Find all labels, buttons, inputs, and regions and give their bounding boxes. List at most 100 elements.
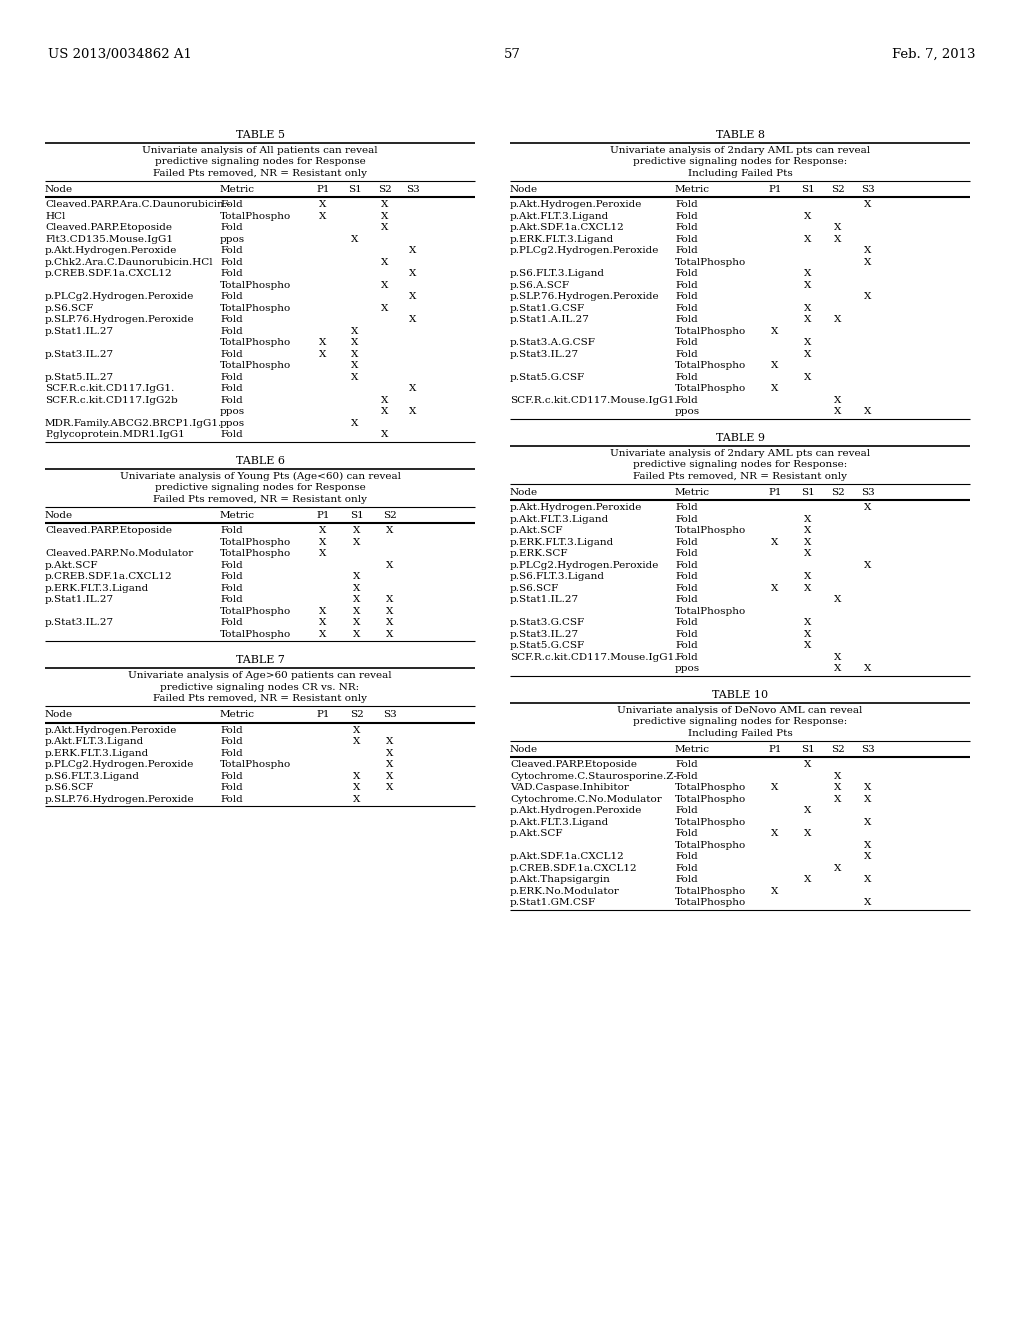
Text: X: X (804, 350, 812, 359)
Text: Metric: Metric (220, 710, 255, 719)
Text: X: X (835, 595, 842, 605)
Text: TABLE 9: TABLE 9 (716, 433, 765, 444)
Text: p.ERK.FLT.3.Ligand: p.ERK.FLT.3.Ligand (510, 235, 614, 244)
Text: X: X (835, 223, 842, 232)
Text: X: X (351, 235, 358, 244)
Text: Metric: Metric (675, 744, 710, 754)
Text: X: X (771, 783, 778, 792)
Text: Fold: Fold (220, 223, 243, 232)
Text: Fold: Fold (675, 863, 697, 873)
Text: TABLE 6: TABLE 6 (236, 455, 285, 466)
Text: VAD.Caspase.Inhibitor: VAD.Caspase.Inhibitor (510, 783, 629, 792)
Text: X: X (804, 235, 812, 244)
Text: X: X (386, 607, 393, 616)
Text: X: X (351, 350, 358, 359)
Text: TotalPhospho: TotalPhospho (675, 607, 746, 616)
Text: X: X (353, 618, 360, 627)
Text: Including Failed Pts: Including Failed Pts (688, 169, 793, 178)
Text: X: X (804, 583, 812, 593)
Text: p.Akt.FLT.3.Ligand: p.Akt.FLT.3.Ligand (45, 738, 144, 746)
Text: predictive signaling nodes for Response: predictive signaling nodes for Response (155, 157, 366, 166)
Text: X: X (835, 235, 842, 244)
Text: X: X (804, 807, 812, 816)
Text: S2: S2 (350, 710, 364, 719)
Text: p.Stat3.G.CSF: p.Stat3.G.CSF (510, 618, 585, 627)
Text: Fold: Fold (675, 281, 697, 290)
Text: p.Stat5.IL.27: p.Stat5.IL.27 (45, 374, 114, 381)
Text: TotalPhospho: TotalPhospho (675, 257, 746, 267)
Text: Metric: Metric (220, 511, 255, 520)
Text: p.S6.A.SCF: p.S6.A.SCF (510, 281, 570, 290)
Text: Fold: Fold (220, 738, 243, 746)
Text: X: X (353, 595, 360, 605)
Text: Fold: Fold (220, 783, 243, 792)
Text: X: X (353, 537, 360, 546)
Text: X: X (771, 362, 778, 371)
Text: TotalPhospho: TotalPhospho (675, 362, 746, 371)
Text: Fold: Fold (220, 748, 243, 758)
Text: Fold: Fold (220, 583, 243, 593)
Text: MDR.Family.ABCG2.BRCP1.IgG1.: MDR.Family.ABCG2.BRCP1.IgG1. (45, 418, 222, 428)
Text: Fold: Fold (675, 515, 697, 524)
Text: X: X (864, 664, 871, 673)
Text: Node: Node (510, 185, 539, 194)
Text: p.Stat5.G.CSF: p.Stat5.G.CSF (510, 642, 585, 651)
Text: X: X (381, 257, 389, 267)
Text: TotalPhospho: TotalPhospho (220, 304, 291, 313)
Text: p.Stat1.IL.27: p.Stat1.IL.27 (45, 595, 114, 605)
Text: X: X (351, 362, 358, 371)
Text: Fold: Fold (220, 384, 243, 393)
Text: X: X (351, 338, 358, 347)
Text: X: X (804, 281, 812, 290)
Text: predictive signaling nodes CR vs. NR:: predictive signaling nodes CR vs. NR: (161, 682, 359, 692)
Text: X: X (353, 772, 360, 780)
Text: X: X (864, 503, 871, 512)
Text: X: X (804, 315, 812, 325)
Text: X: X (386, 630, 393, 639)
Text: p.Stat3.IL.27: p.Stat3.IL.27 (510, 350, 580, 359)
Text: X: X (804, 304, 812, 313)
Text: Fold: Fold (675, 537, 697, 546)
Text: Fold: Fold (675, 642, 697, 651)
Text: Fold: Fold (220, 201, 243, 210)
Text: X: X (864, 795, 871, 804)
Text: X: X (864, 293, 871, 301)
Text: X: X (319, 213, 327, 220)
Text: Fold: Fold (220, 374, 243, 381)
Text: p.Stat1.A.IL.27: p.Stat1.A.IL.27 (510, 315, 590, 325)
Text: Fold: Fold (675, 201, 697, 210)
Text: Cytochrome.C.No.Modulator: Cytochrome.C.No.Modulator (510, 795, 662, 804)
Text: p.S6.SCF: p.S6.SCF (510, 583, 559, 593)
Text: X: X (353, 630, 360, 639)
Text: p.S6.FLT.3.Ligand: p.S6.FLT.3.Ligand (510, 269, 605, 279)
Text: S3: S3 (861, 744, 874, 754)
Text: p.Akt.Thapsigargin: p.Akt.Thapsigargin (510, 875, 611, 884)
Text: p.Akt.Hydrogen.Peroxide: p.Akt.Hydrogen.Peroxide (510, 503, 642, 512)
Text: X: X (353, 795, 360, 804)
Text: TotalPhospho: TotalPhospho (675, 841, 746, 850)
Text: p.CREB.SDF.1a.CXCL12: p.CREB.SDF.1a.CXCL12 (510, 863, 638, 873)
Text: TotalPhospho: TotalPhospho (220, 760, 291, 770)
Text: Fold: Fold (675, 573, 697, 581)
Text: Fold: Fold (220, 726, 243, 735)
Text: Cleaved.PARP.Ara.C.Daunorubicin.-: Cleaved.PARP.Ara.C.Daunorubicin.- (45, 201, 230, 210)
Text: Fold: Fold (675, 772, 697, 780)
Text: SCF.R.c.kit.CD117.IgG2b: SCF.R.c.kit.CD117.IgG2b (45, 396, 178, 405)
Text: X: X (771, 384, 778, 393)
Text: X: X (381, 304, 389, 313)
Text: X: X (353, 527, 360, 536)
Text: SCF.R.c.kit.CD117.IgG1.: SCF.R.c.kit.CD117.IgG1. (45, 384, 174, 393)
Text: Fold: Fold (220, 247, 243, 256)
Text: p.S6.SCF: p.S6.SCF (45, 304, 94, 313)
Text: X: X (319, 527, 327, 536)
Text: TotalPhospho: TotalPhospho (675, 899, 746, 907)
Text: p.Akt.Hydrogen.Peroxide: p.Akt.Hydrogen.Peroxide (45, 726, 177, 735)
Text: p.Stat3.A.G.CSF: p.Stat3.A.G.CSF (510, 338, 596, 347)
Text: TABLE 7: TABLE 7 (236, 655, 285, 665)
Text: ppos: ppos (675, 408, 700, 416)
Text: X: X (381, 281, 389, 290)
Text: X: X (410, 269, 417, 279)
Text: X: X (835, 772, 842, 780)
Text: predictive signaling nodes for Response: predictive signaling nodes for Response (155, 483, 366, 492)
Text: p.S6.SCF: p.S6.SCF (45, 783, 94, 792)
